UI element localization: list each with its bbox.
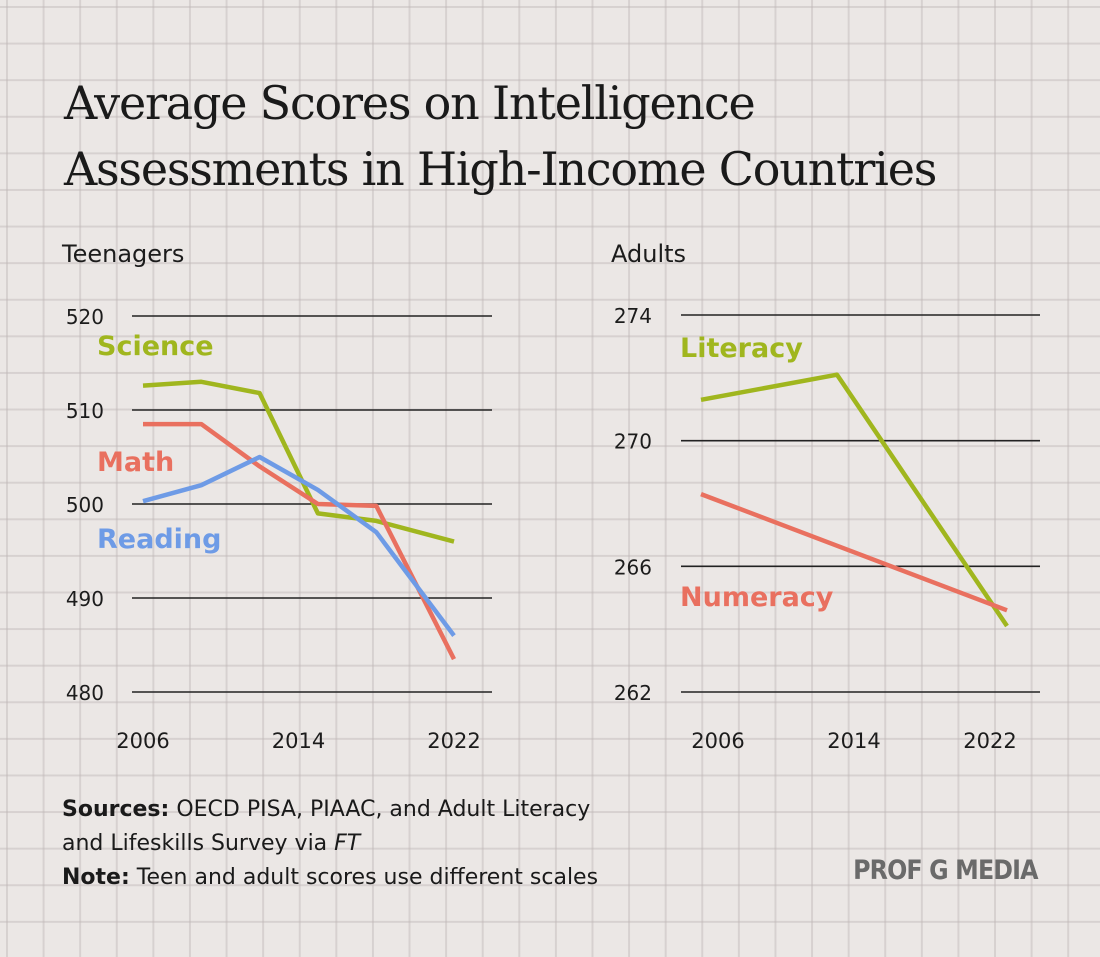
series-line-science xyxy=(142,379,455,544)
series-label-numeracy: Numeracy xyxy=(680,582,834,613)
brand-logo: PROF G MEDIA xyxy=(853,855,1039,886)
y-tick-label-1-2: 266 xyxy=(614,555,652,579)
y-tick-label-0-4: 480 xyxy=(66,681,104,705)
sources-text: OECD PISA, PIAAC, and Adult Literacy xyxy=(169,797,591,822)
note-text: Teen and adult scores use different scal… xyxy=(129,865,599,890)
series-line-reading xyxy=(142,454,456,637)
sources-line-1: Sources: OECD PISA, PIAAC, and Adult Lit… xyxy=(62,793,782,827)
x-tick-label-0-0: 2006 xyxy=(116,729,169,753)
y-tick-label-1-1: 270 xyxy=(614,430,652,454)
series-label-reading: Reading xyxy=(97,524,221,555)
series-line-math xyxy=(143,421,457,661)
sources-ft: FT xyxy=(334,831,361,856)
series-label-literacy: Literacy xyxy=(680,333,803,364)
title-line-1: Average Scores on Intelligence xyxy=(64,76,756,130)
note-label: Note: xyxy=(62,865,130,890)
y-tick-label-0-0: 520 xyxy=(66,305,104,329)
x-tick-label-1-1: 2014 xyxy=(827,729,880,753)
y-tick-label-0-3: 490 xyxy=(66,587,104,611)
chart-title: Average Scores on Intelligence Assessmen… xyxy=(64,70,1064,202)
footer-notes: Sources: OECD PISA, PIAAC, and Adult Lit… xyxy=(62,793,782,895)
x-tick-label-0-2: 2022 xyxy=(427,729,480,753)
y-tick-label-0-2: 500 xyxy=(66,493,104,517)
sources-label: Sources: xyxy=(62,797,170,822)
series-line-numeracy xyxy=(700,491,1008,613)
x-tick-label-1-0: 2006 xyxy=(691,729,744,753)
y-tick-label-0-1: 510 xyxy=(66,399,104,423)
panel-title-1: Adults xyxy=(611,240,686,268)
series-label-science: Science xyxy=(97,331,214,362)
title-line-2: Assessments in High-Income Countries xyxy=(64,142,937,196)
x-tick-label-0-1: 2014 xyxy=(272,729,325,753)
panel-title-0: Teenagers xyxy=(61,240,184,268)
note-line: Note: Teen and adult scores use differen… xyxy=(62,861,782,895)
series-label-math: Math xyxy=(97,447,174,478)
y-tick-label-1-0: 274 xyxy=(614,304,652,328)
series-line-literacy xyxy=(700,372,1009,628)
sources-line-2: and Lifeskills Survey via FT xyxy=(62,827,782,861)
y-tick-label-1-3: 262 xyxy=(614,681,652,705)
x-tick-label-1-2: 2022 xyxy=(963,729,1016,753)
sources-text-2: and Lifeskills Survey via xyxy=(62,831,335,856)
